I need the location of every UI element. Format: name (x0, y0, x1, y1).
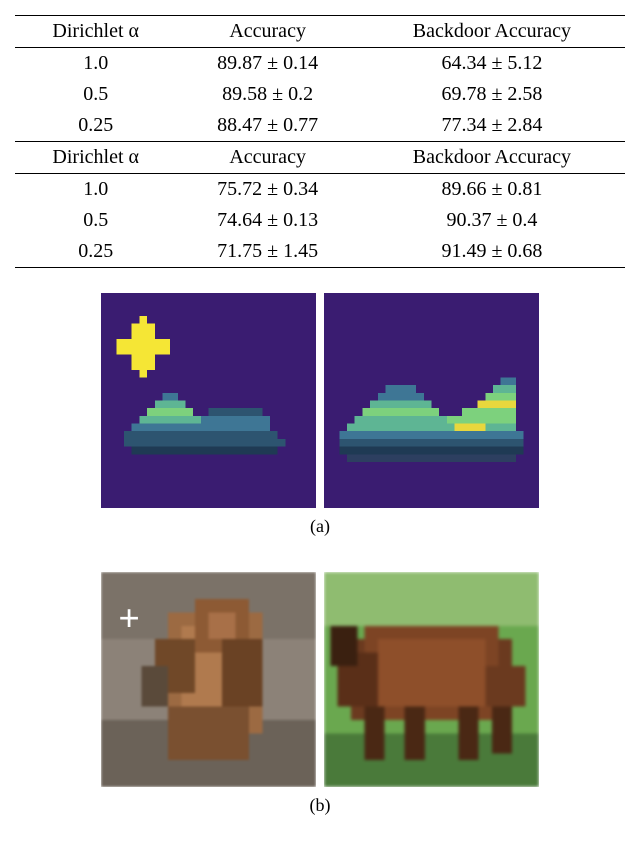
col-header: Accuracy (176, 142, 358, 174)
cell: 71.75 ± 1.45 (176, 236, 358, 268)
cell: 1.0 (15, 174, 176, 206)
cifar-horse-clean (324, 572, 539, 787)
figure-b-pair: + (101, 572, 539, 787)
cell: 0.25 (15, 236, 176, 268)
table-1: Dirichlet α Accuracy Backdoor Accuracy 1… (15, 15, 625, 268)
figure-a: (a) (15, 293, 625, 557)
cifar-dog-triggered: + (101, 572, 316, 787)
col-header: Accuracy (176, 16, 358, 48)
cell: 90.37 ± 0.4 (359, 205, 625, 236)
col-header: Backdoor Accuracy (359, 142, 625, 174)
cell: 89.66 ± 0.81 (359, 174, 625, 206)
cell: 74.64 ± 0.13 (176, 205, 358, 236)
cell: 89.87 ± 0.14 (176, 48, 358, 80)
col-header: Backdoor Accuracy (359, 16, 625, 48)
cell: 89.58 ± 0.2 (176, 79, 358, 110)
results-tables: Dirichlet α Accuracy Backdoor Accuracy 1… (15, 15, 625, 268)
cell: 0.5 (15, 79, 176, 110)
caption-b: (b) (310, 795, 331, 816)
cell: 64.34 ± 5.12 (359, 48, 625, 80)
cell: 0.25 (15, 110, 176, 142)
trigger-plus-icon: + (118, 600, 140, 638)
figure-a-pair (101, 293, 539, 508)
col-header: Dirichlet α (15, 142, 176, 174)
fashion-sneaker-triggered (101, 293, 316, 508)
cell: 88.47 ± 0.77 (176, 110, 358, 142)
cell: 0.5 (15, 205, 176, 236)
cell: 75.72 ± 0.34 (176, 174, 358, 206)
cell: 69.78 ± 2.58 (359, 79, 625, 110)
cell: 1.0 (15, 48, 176, 80)
fashion-sneaker-clean (324, 293, 539, 508)
figure-b: + (b) (15, 572, 625, 836)
caption-a: (a) (310, 516, 330, 537)
cell: 91.49 ± 0.68 (359, 236, 625, 268)
cell: 77.34 ± 2.84 (359, 110, 625, 142)
col-header: Dirichlet α (15, 16, 176, 48)
